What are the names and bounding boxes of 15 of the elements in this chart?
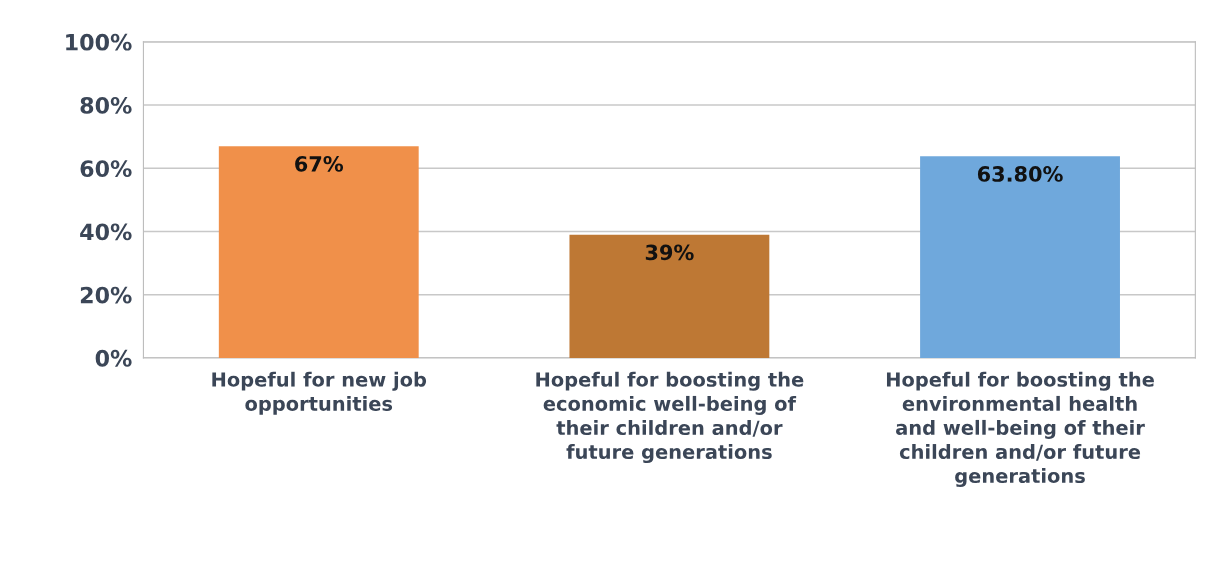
y-tick-label: 80% (80, 96, 132, 114)
bar (569, 234, 770, 358)
x-tick-label: Hopeful for boosting the environmental health and well-being of their children and/or future generations (886, 371, 1154, 488)
y-tick-label: 20% (80, 286, 132, 304)
y-tick-label: 60% (80, 160, 132, 178)
y-tick-label: 0% (95, 349, 132, 367)
x-tick-label: Hopeful for boosting the economic well-being of their children and/or future generations (536, 371, 804, 464)
y-tick-label: 40% (80, 223, 132, 241)
bar (920, 156, 1120, 358)
data-label: 67% (295, 155, 344, 172)
y-tick-label: 100% (66, 33, 132, 51)
bar (218, 146, 419, 358)
data-label: 63.80% (977, 166, 1063, 182)
x-tick-label: Hopeful for new job opportunities (212, 371, 427, 415)
data-label: 39% (645, 244, 694, 261)
